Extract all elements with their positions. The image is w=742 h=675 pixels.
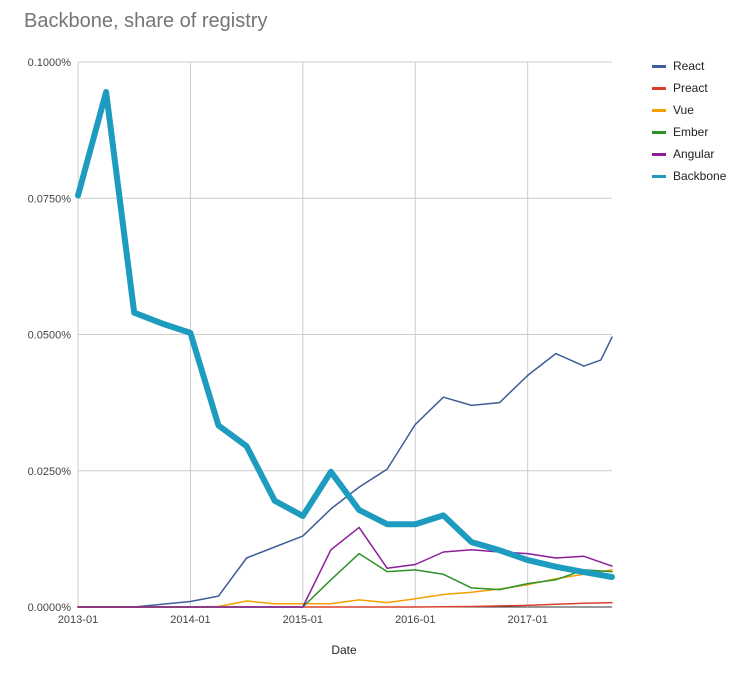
legend-swatch xyxy=(652,64,666,68)
series-line-react xyxy=(77,336,613,608)
legend-label: Preact xyxy=(673,81,708,95)
legend-item-react[interactable]: React xyxy=(652,55,726,77)
y-tick-label: 0.0500% xyxy=(28,330,72,342)
grid xyxy=(77,61,612,608)
x-tick-label: 2013-01 xyxy=(58,614,98,626)
chart-title: Backbone, share of registry xyxy=(24,10,268,32)
legend-label: React xyxy=(673,59,705,73)
series-lines xyxy=(75,89,615,608)
y-tick-label: 0.0750% xyxy=(28,193,72,205)
legend-item-backbone[interactable]: Backbone xyxy=(652,165,726,187)
series-line-ember xyxy=(77,552,613,608)
legend-label: Backbone xyxy=(673,169,727,183)
y-tick-label: 0.0000% xyxy=(28,602,72,614)
x-tick-label: 2016-01 xyxy=(395,614,435,626)
y-tick-label: 0.0250% xyxy=(28,466,72,478)
series-line-backbone xyxy=(75,89,615,580)
legend-swatch xyxy=(652,108,666,112)
legend-swatch xyxy=(652,86,666,90)
legend-swatch xyxy=(652,174,666,178)
legend: React Preact Vue Ember Angular Backbone xyxy=(652,55,726,187)
legend-swatch xyxy=(652,130,666,134)
legend-item-preact[interactable]: Preact xyxy=(652,77,726,99)
legend-label: Vue xyxy=(673,103,694,117)
x-tick-label: 2014-01 xyxy=(170,614,210,626)
legend-label: Angular xyxy=(673,147,715,161)
series-line-vue xyxy=(77,569,613,608)
y-tick-label: 0.1000% xyxy=(28,57,72,69)
legend-swatch xyxy=(652,152,666,156)
legend-label: Ember xyxy=(673,125,709,139)
series-line-angular xyxy=(77,526,613,608)
x-axis-title: Date xyxy=(331,643,357,657)
x-tick-label: 2015-01 xyxy=(283,614,323,626)
legend-item-ember[interactable]: Ember xyxy=(652,121,726,143)
axes: 0.0000% 0.0250% 0.0500% 0.0750% 0.1000% 2013-… xyxy=(28,57,548,626)
legend-item-angular[interactable]: Angular xyxy=(652,143,726,165)
legend-item-vue[interactable]: Vue xyxy=(652,99,726,121)
x-tick-label: 2017-01 xyxy=(507,614,547,626)
